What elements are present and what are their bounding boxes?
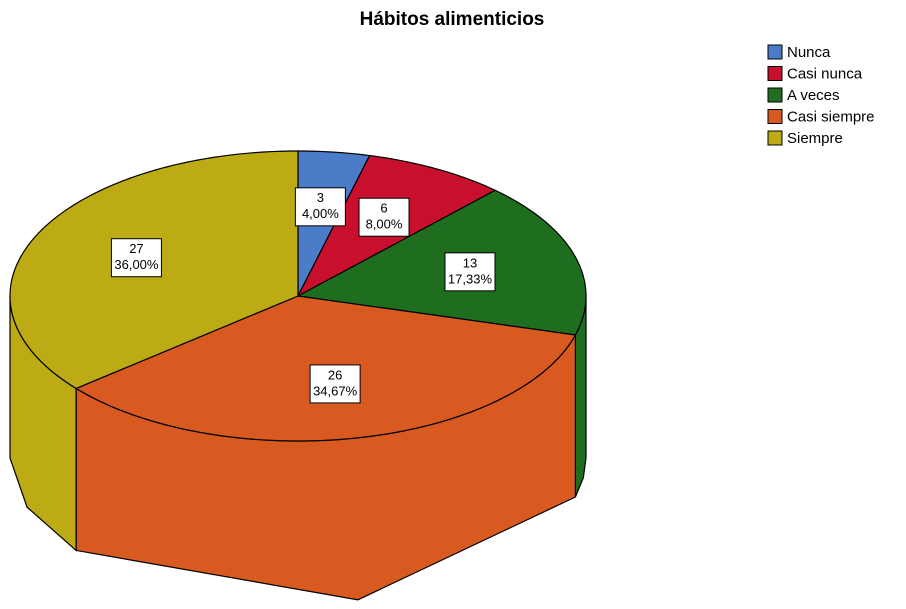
label-box: [110, 238, 162, 278]
legend-swatch: [767, 66, 783, 81]
legend-label: Siempre: [787, 130, 843, 147]
label-box: [309, 364, 361, 404]
legend-label: Casi siempre: [787, 108, 875, 125]
label-percent: 36,00%: [114, 257, 159, 272]
label-count: 6: [380, 201, 387, 216]
legend-swatch: [767, 87, 783, 103]
data-label: 68,00%: [358, 197, 410, 237]
label-percent: 4,00%: [302, 206, 339, 221]
label-count: 3: [317, 190, 324, 205]
label-count: 26: [328, 367, 342, 382]
label-percent: 17,33%: [448, 271, 493, 286]
legend-swatch: [767, 130, 783, 146]
label-count: 13: [463, 255, 477, 270]
legend-label: Casi nunca: [787, 65, 863, 82]
data-label: 34,00%: [294, 187, 346, 227]
label-box: [294, 187, 346, 227]
legend-label: A veces: [787, 87, 840, 104]
label-percent: 34,67%: [313, 383, 358, 398]
label-box: [444, 252, 496, 292]
label-box: [358, 197, 410, 237]
legend-swatch: [767, 109, 783, 124]
label-percent: 8,00%: [366, 217, 403, 232]
legend-label: Nunca: [787, 44, 831, 61]
slice: [296, 189, 587, 336]
chart-title: Hábitos alimenticios: [360, 9, 545, 30]
label-count: 27: [129, 241, 143, 256]
legend-swatch: [767, 44, 783, 60]
